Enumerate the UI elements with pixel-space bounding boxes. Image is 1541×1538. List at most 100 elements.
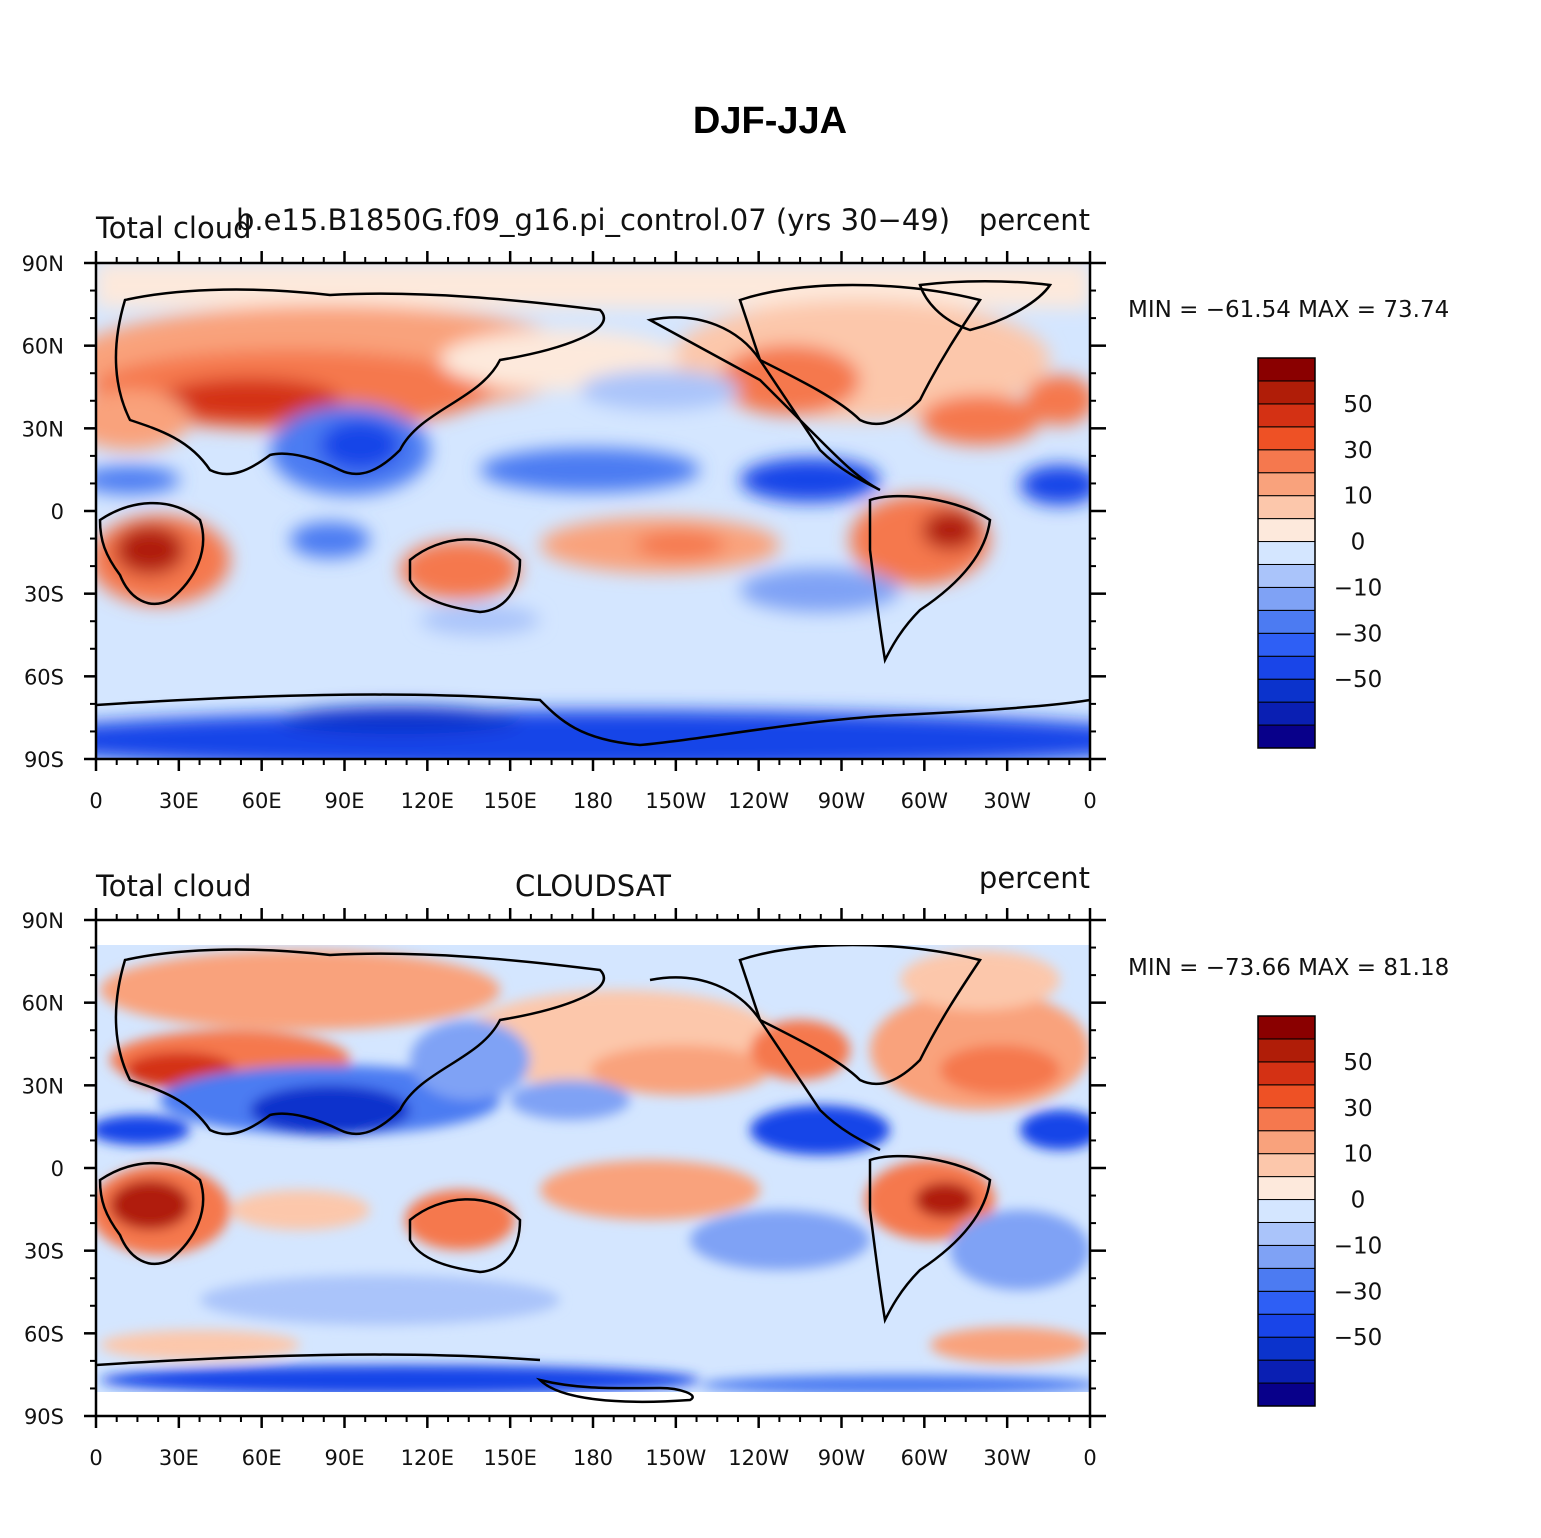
x-tick-label: 30W [983,789,1031,813]
y-tick-label: 30N [22,417,64,441]
x-tick-label: 150W [645,1446,706,1470]
x-tick-label: 0 [1083,789,1096,813]
axis-ticks: 0 30E 60E 90E 120E 150E 180 150W 120W 90W 60W 30W 0 9… [22,251,1106,813]
colorbar-swatch [1257,701,1316,726]
colorbar-swatch [1257,1061,1316,1086]
x-tick-label: 180 [573,789,613,813]
y-tick-label: 90N [22,909,64,933]
colorbar-label: 30 [1343,1096,1372,1122]
colorbar-label: −50 [1334,667,1383,693]
colorbar-swatch [1257,609,1316,634]
colorbar-frame [1257,1015,1316,1407]
colorbar-label: −10 [1334,575,1383,601]
panel-right-label: percent [979,203,1090,237]
coastlines [96,945,992,1404]
x-tick-label: 120E [401,789,454,813]
y-tick-label: 90S [24,748,64,772]
contour-field [96,263,1090,759]
x-tick-label: 90E [325,789,365,813]
y-tick-label: 0 [51,1157,64,1181]
y-tick-label: 30S [24,1240,64,1264]
y-tick-label: 60N [22,992,64,1016]
colorbar-frame [1257,357,1316,749]
x-tick-label: 60W [901,789,949,813]
coastlines [96,280,1090,747]
colorbar-swatch [1257,1153,1316,1178]
colorbar-label: 50 [1343,1050,1372,1076]
x-tick-label: 120E [401,1446,454,1470]
colorbar-swatch [1257,678,1316,703]
axis-ticks: 0 30E 60E 90E 120E 150E 180 150W 120W 90W 60W 30W 0 9… [22,908,1106,1470]
colorbar-swatch [1257,1084,1316,1109]
colorbar: 50 30 10 0 −10 −30 −50 [1257,1015,1383,1407]
colorbar-swatch [1257,1359,1316,1384]
colorbar-label: −50 [1334,1325,1383,1351]
panel-right-label: percent [979,861,1090,895]
colorbar-swatch [1257,472,1316,497]
x-tick-label: 30E [159,1446,199,1470]
colorbar-swatch [1257,563,1316,588]
y-tick-label: 90S [24,1405,64,1429]
colorbar-swatch [1257,449,1316,474]
min-max-stats: MIN = −61.54 MAX = 73.74 [1128,297,1449,323]
panel-left-label: Total cloud [95,211,251,245]
y-tick-label: 60S [24,1322,64,1346]
colorbar-swatch [1257,357,1316,382]
colorbar-swatch [1257,724,1316,749]
colorbar-label: 30 [1343,438,1372,464]
x-tick-label: 120W [728,1446,789,1470]
colorbar-label: 10 [1343,484,1372,510]
colorbar-label: 10 [1343,1142,1372,1168]
x-tick-label: 30E [159,789,199,813]
panel-center-label: CLOUDSAT [515,869,671,903]
colorbar-label: −10 [1334,1233,1383,1259]
colorbar-swatch [1257,1336,1316,1361]
y-tick-label: 60S [24,665,64,689]
y-tick-label: 90N [22,252,64,276]
colorbar-swatch [1257,1176,1316,1201]
x-tick-label: 150W [645,789,706,813]
x-tick-label: 0 [89,1446,102,1470]
colorbar-swatch [1257,403,1316,428]
x-tick-label: 0 [89,789,102,813]
colorbar-label: 0 [1351,530,1366,556]
panel-observation: Total cloud CLOUDSAT percent [22,861,1450,1470]
y-tick-label: 60N [22,335,64,359]
colorbar-label: 0 [1351,1188,1366,1214]
colorbar-swatch [1257,632,1316,657]
colorbar-swatch [1257,1244,1316,1269]
colorbar-swatch [1257,495,1316,520]
colorbar-swatch [1257,1130,1316,1155]
x-tick-label: 120W [728,789,789,813]
figure-title: DJF-JJA [693,100,847,142]
colorbar-swatch [1257,1382,1316,1407]
panel-left-label: Total cloud [95,869,251,903]
colorbar-swatch [1257,655,1316,680]
x-tick-label: 0 [1083,1446,1096,1470]
x-tick-label: 180 [573,1446,613,1470]
x-tick-label: 60E [242,789,282,813]
colorbar-swatch [1257,1313,1316,1338]
min-max-stats: MIN = −73.66 MAX = 81.18 [1128,955,1449,981]
x-tick-label: 90E [325,1446,365,1470]
y-tick-label: 0 [51,500,64,524]
colorbar-swatch [1257,541,1316,565]
colorbar-swatch [1257,1290,1316,1315]
colorbar-label: 50 [1343,392,1372,418]
x-tick-label: 60E [242,1446,282,1470]
x-tick-label: 90W [818,1446,866,1470]
x-tick-label: 90W [818,789,866,813]
colorbar-label: −30 [1334,621,1383,647]
colorbar: 50 30 10 0 −10 −30 −50 [1257,357,1383,749]
x-tick-label: 150E [483,789,536,813]
y-tick-label: 30N [22,1074,64,1098]
colorbar-swatch [1257,1199,1316,1223]
colorbar-swatch [1257,518,1316,543]
x-tick-label: 60W [901,1446,949,1470]
y-tick-label: 30S [24,583,64,607]
colorbar-swatch [1257,1107,1316,1132]
x-tick-label: 150E [483,1446,536,1470]
x-tick-label: 30W [983,1446,1031,1470]
panel-model: Total cloud b.e15.B1850G.f09_g16.pi_cont… [22,203,1450,813]
